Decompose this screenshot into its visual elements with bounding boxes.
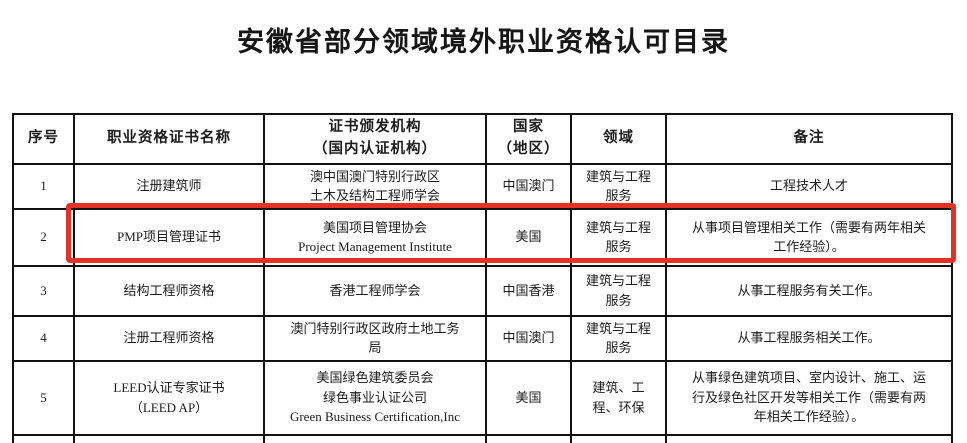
header-remark: 备注 — [665, 113, 953, 165]
cell-country: 美国 — [485, 207, 572, 267]
cell-field: 建筑与工程 服务 — [570, 207, 667, 267]
table-header-row: 序号 职业资格证书名称 证书颁发机构 （国内认证机构） 国家 （地区） 领域 备… — [12, 113, 953, 165]
table-row-highlighted: 2 PMP项目管理证书 美国项目管理协会 Project Management … — [12, 207, 953, 267]
cell-name: 结构工程师资格 — [73, 264, 265, 317]
cell-field: 建筑与工程 服务 — [570, 314, 667, 362]
cell-no: 5 — [12, 359, 75, 436]
cell-agency: 澳中国澳门特别行政区 土木及结构工程师学会 — [263, 162, 487, 210]
cell-field: 建筑与工程 服务 — [570, 162, 667, 210]
table-row: 1 注册建筑师 澳中国澳门特别行政区 土木及结构工程师学会 中国澳门 建筑与工程… — [12, 162, 953, 210]
cell-field: 建筑、工 程、环保 — [570, 359, 667, 436]
cell-country: 中国澳门 — [485, 162, 572, 210]
cell-remark: 工程技术人才 — [665, 162, 953, 210]
cell-no: 2 — [12, 207, 75, 267]
cell-country: 中国香港 — [485, 264, 572, 317]
cell-field: 建筑与工程 服务 — [570, 264, 667, 317]
cell-remark: 从事项目管理相关工作（需要有两年相关 工作经验）。 — [665, 207, 953, 267]
header-field: 领域 — [570, 113, 667, 165]
cell-name — [73, 433, 265, 443]
cell-no: 3 — [12, 264, 75, 317]
table-row: 3 结构工程师资格 香港工程师学会 中国香港 建筑与工程 服务 从事工程服务有关… — [12, 264, 953, 317]
cell-agency: 美国项目管理协会 Project Management Institute — [263, 207, 487, 267]
cell-no: 1 — [12, 162, 75, 210]
cell-remark — [665, 433, 953, 443]
cell-no: 4 — [12, 314, 75, 362]
cell-agency — [263, 433, 487, 443]
header-no: 序号 — [12, 113, 75, 165]
cell-name: PMP项目管理证书 — [73, 207, 265, 267]
table-row: 4 注册工程师资格 澳门特别行政区政府土地工务 局 中国澳门 建筑与工程 服务 … — [12, 314, 953, 362]
cell-agency: 澳门特别行政区政府土地工务 局 — [263, 314, 487, 362]
cell-remark: 从事绿色建筑项目、室内设计、施工、运 行及绿色社区开发等相关工作（需要有两 年相… — [665, 359, 953, 436]
cell-no — [12, 433, 75, 443]
table-row-clipped — [12, 433, 953, 443]
cell-field — [570, 433, 667, 443]
table-row: 5 LEED认证专家证书 （LEED AP） 美国绿色建筑委员会 绿色事业认证公… — [12, 359, 953, 436]
cell-agency: 香港工程师学会 — [263, 264, 487, 317]
qualification-table: 序号 职业资格证书名称 证书颁发机构 （国内认证机构） 国家 （地区） 领域 备… — [12, 113, 953, 443]
cell-remark: 从事工程服务有关工作。 — [665, 264, 953, 317]
cell-name: 注册工程师资格 — [73, 314, 265, 362]
header-country: 国家 （地区） — [485, 113, 572, 165]
cell-name: LEED认证专家证书 （LEED AP） — [73, 359, 265, 436]
cell-name: 注册建筑师 — [73, 162, 265, 210]
cell-country — [485, 433, 572, 443]
header-agency: 证书颁发机构 （国内认证机构） — [263, 113, 487, 165]
header-name: 职业资格证书名称 — [73, 113, 265, 165]
cell-country: 中国澳门 — [485, 314, 572, 362]
cell-country: 美国 — [485, 359, 572, 436]
page-title: 安徽省部分领域境外职业资格认可目录 — [237, 27, 730, 57]
cell-agency: 美国绿色建筑委员会 绿色事业认证公司 Green Business Certif… — [263, 359, 487, 436]
cell-remark: 从事工程服务相关工作。 — [665, 314, 953, 362]
